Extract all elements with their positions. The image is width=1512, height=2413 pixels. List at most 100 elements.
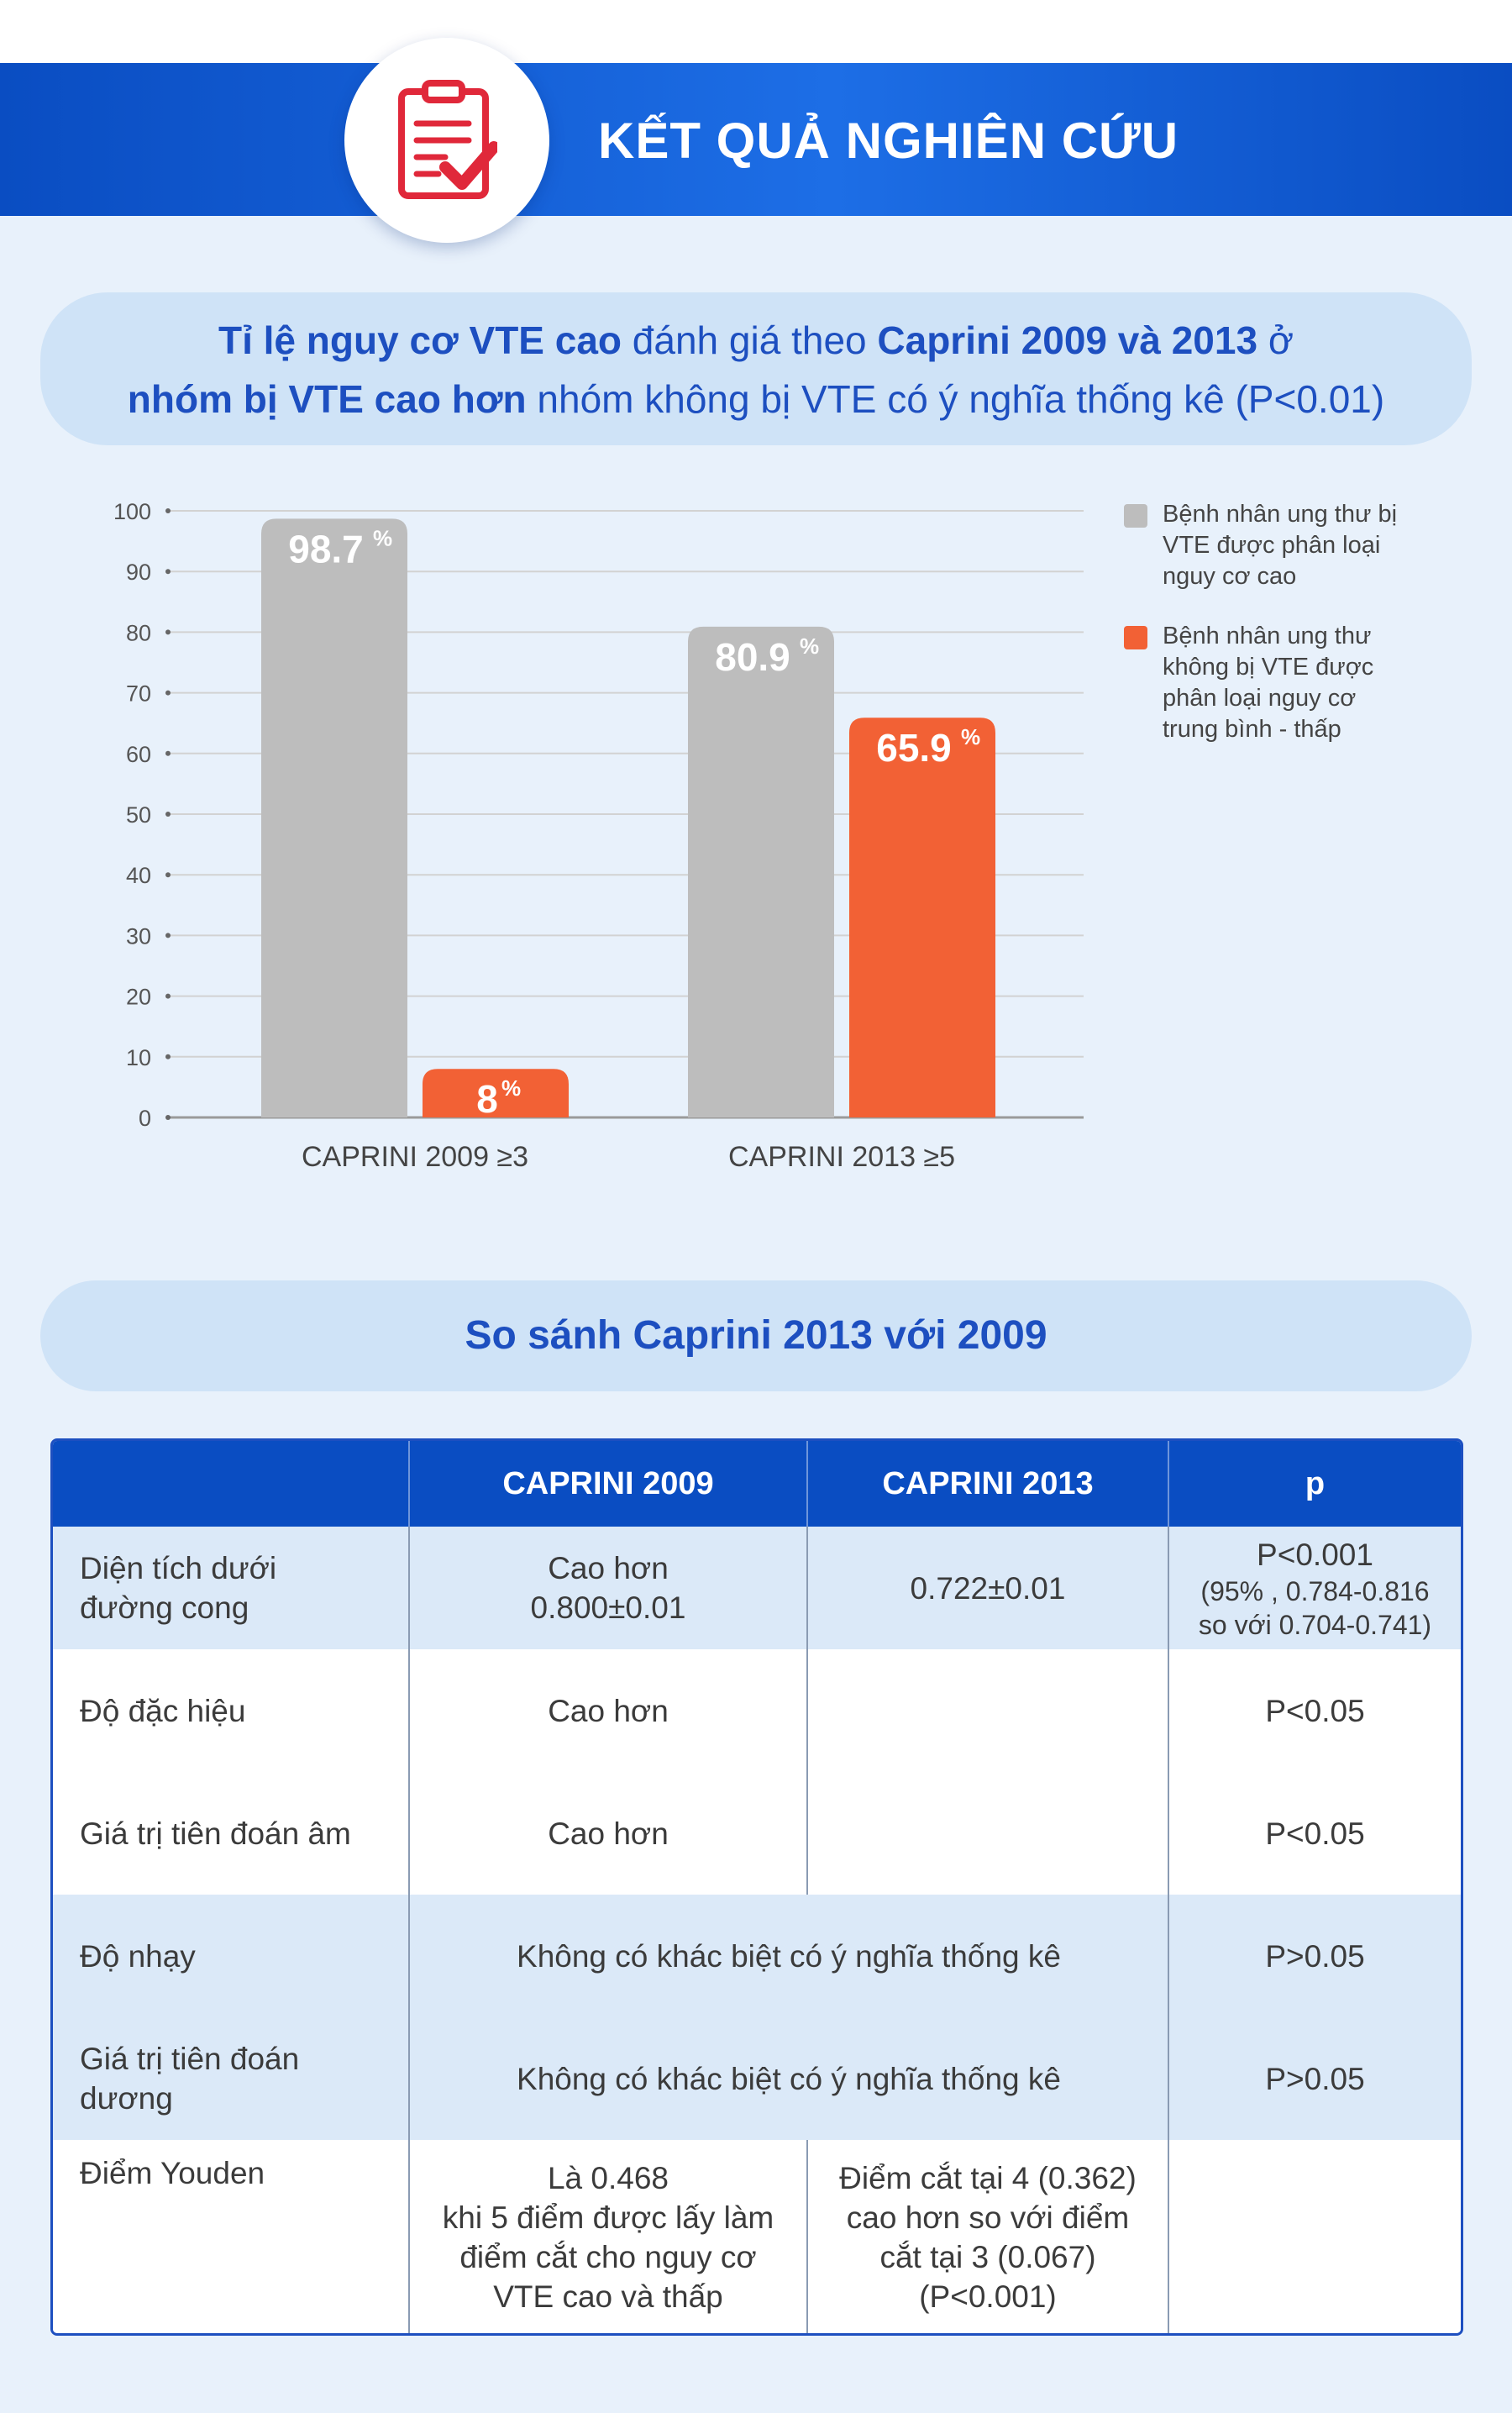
legend-swatch-gray <box>1124 504 1147 528</box>
y-tick-label: 60 <box>126 742 151 767</box>
headline-line-2: nhóm bị VTE cao hơn nhóm không bị VTE có… <box>40 370 1472 428</box>
cell-npv-2009: Cao hơn <box>408 1772 807 1895</box>
page-title: KẾT QUẢ NGHIÊN CỨU <box>598 113 1179 169</box>
y-tick-mark <box>165 1115 171 1120</box>
y-tick-mark <box>165 750 171 756</box>
headline-banner: Tỉ lệ nguy cơ VTE cao đánh giá theo Capr… <box>40 292 1472 445</box>
legend-label-line: Bệnh nhân ung thư bị <box>1163 501 1398 528</box>
cell-line: VTE cao và thấp <box>493 2279 723 2314</box>
cell-auc-2009: Cao hơn 0.800±0.01 <box>408 1527 807 1649</box>
headline-bold-caprini: Caprini 2009 và 2013 <box>877 318 1258 362</box>
table-row-ppv: Giá trị tiên đoán dương Không có khác bi… <box>53 2017 1461 2140</box>
y-tick-label: 20 <box>126 985 151 1010</box>
cell-line: Diện tích dưới <box>80 1551 277 1585</box>
y-tick-label: 0 <box>139 1106 151 1131</box>
cell-line: (95% , 0.784-0.816 <box>1200 1575 1430 1606</box>
cell-youden-p <box>1168 2140 1461 2333</box>
headline-text-rest: nhóm không bị VTE có ý nghĩa thống kê (P… <box>526 377 1385 421</box>
cell-specificity-2013 <box>806 1649 1168 1772</box>
cell-line: cao hơn so với điểm <box>846 2200 1130 2235</box>
y-tick-mark <box>165 690 171 696</box>
legend-label-line: Bệnh nhân ung thư <box>1163 623 1372 649</box>
header-caprini-2013: CAPRINI 2013 <box>806 1441 1168 1527</box>
legend-label-line: phân loại nguy cơ <box>1163 685 1357 712</box>
bar-value-label: 98.7 <box>288 527 364 570</box>
bar-value-label: 8 <box>476 1077 498 1121</box>
cell-line: cắt tại 3 (0.067) <box>879 2240 1096 2274</box>
header-banner <box>0 63 1512 216</box>
table-row-npv: Giá trị tiên đoán âm Cao hơn P<0.05 <box>53 1772 1461 1895</box>
y-tick-mark <box>165 872 171 878</box>
row-label-specificity: Độ đặc hiệu <box>53 1649 409 1772</box>
table-row-auc: Diện tích dưới đường cong Cao hơn 0.800±… <box>53 1527 1461 1649</box>
cell-line: dương <box>80 2081 173 2116</box>
y-tick-label: 30 <box>126 923 151 949</box>
table-row-sensitivity: Độ nhạy Không có khác biệt có ý nghĩa th… <box>53 1895 1461 2017</box>
x-category-label: CAPRINI 2013 ≥5 <box>728 1141 955 1173</box>
table-row-specificity: Độ đặc hiệu Cao hơn P<0.05 <box>53 1649 1461 1772</box>
cell-npv-2013 <box>806 1772 1168 1895</box>
bar-value-suffix: % <box>501 1075 521 1101</box>
bar-value-label: 80.9 <box>715 635 790 679</box>
cell-line: (P<0.001) <box>919 2279 1057 2314</box>
y-tick-label: 10 <box>126 1045 151 1070</box>
cell-sensitivity-p: P>0.05 <box>1168 1895 1461 2017</box>
bar-orange-0 <box>423 1069 569 1117</box>
cell-line: so với 0.704-0.741) <box>1198 1609 1432 1640</box>
cell-line: đường cong <box>80 1590 249 1625</box>
headline-text-mid: đánh giá theo <box>622 318 878 362</box>
row-label-npv: Giá trị tiên đoán âm <box>53 1772 409 1895</box>
headline-line-1: Tỉ lệ nguy cơ VTE cao đánh giá theo Capr… <box>40 311 1472 370</box>
cell-auc-p: P<0.001 (95% , 0.784-0.816 so với 0.704-… <box>1168 1527 1461 1649</box>
y-tick-mark <box>165 569 171 575</box>
bar-orange-1 <box>849 718 995 1117</box>
row-label-ppv: Giá trị tiên đoán dương <box>53 2017 409 2140</box>
legend-item-high-risk: Bệnh nhân ung thư bị VTE được phân loại … <box>1124 499 1477 592</box>
cell-sensitivity-merged: Không có khác biệt có ý nghĩa thống kê <box>408 1895 1168 2017</box>
cell-line: Giá trị tiên đoán <box>80 2042 300 2076</box>
bar-value-suffix: % <box>800 633 819 659</box>
y-tick-mark <box>165 629 171 635</box>
legend-label-line: trung bình - thấp <box>1163 716 1341 743</box>
y-tick-label: 70 <box>126 681 151 707</box>
cell-ppv-merged: Không có khác biệt có ý nghĩa thống kê <box>408 2017 1168 2140</box>
y-tick-mark <box>165 1054 171 1059</box>
table-row-youden: Điểm Youden Là 0.468 khi 5 điểm được lấy… <box>53 2140 1461 2333</box>
comparison-table: CAPRINI 2009 CAPRINI 2013 p Diện tích dư… <box>50 1438 1463 2336</box>
icon-badge <box>344 38 549 243</box>
cell-line: Điểm cắt tại 4 (0.362) <box>839 2161 1137 2195</box>
cell-npv-p: P<0.05 <box>1168 1772 1461 1895</box>
table-header-row: CAPRINI 2009 CAPRINI 2013 p <box>53 1441 1461 1527</box>
row-label-sensitivity: Độ nhạy <box>53 1895 409 2017</box>
cell-line: 0.800±0.01 <box>530 1590 686 1625</box>
y-tick-mark <box>165 933 171 938</box>
x-category-label: CAPRINI 2009 ≥3 <box>302 1141 528 1173</box>
legend-label-line: không bị VTE được <box>1163 654 1374 681</box>
row-label-auc: Diện tích dưới đường cong <box>53 1527 409 1649</box>
bar-gray-1 <box>688 626 834 1117</box>
chart-legend: Bệnh nhân ung thư bị VTE được phân loại … <box>1124 499 1477 774</box>
legend-label-line: VTE được phân loại <box>1163 532 1381 559</box>
cell-specificity-2009: Cao hơn <box>408 1649 807 1772</box>
y-tick-mark <box>165 508 171 513</box>
cell-specificity-p: P<0.05 <box>1168 1649 1461 1772</box>
legend-item-low-risk: Bệnh nhân ung thư không bị VTE được phân… <box>1124 621 1477 745</box>
y-tick-label: 80 <box>126 620 151 645</box>
y-tick-label: 100 <box>113 499 151 524</box>
cell-youden-2013: Điểm cắt tại 4 (0.362) cao hơn so với đi… <box>806 2140 1168 2333</box>
y-tick-label: 40 <box>126 863 151 888</box>
headline-bold-risk: Tỉ lệ nguy cơ VTE cao <box>218 318 622 362</box>
y-tick-mark <box>165 812 171 817</box>
header-caprini-2009: CAPRINI 2009 <box>408 1441 807 1527</box>
clipboard-check-icon <box>398 80 497 199</box>
legend-swatch-orange <box>1124 626 1147 649</box>
cell-line: Là 0.468 <box>547 2161 669 2195</box>
comparison-title: So sánh Caprini 2013 với 2009 <box>40 1280 1472 1391</box>
cell-line: Cao hơn <box>548 1551 669 1585</box>
cell-auc-2013: 0.722±0.01 <box>806 1527 1168 1649</box>
y-tick-mark <box>165 993 171 999</box>
y-tick-label: 90 <box>126 560 151 585</box>
headline-text-end: ở <box>1257 318 1294 362</box>
cell-ppv-p: P>0.05 <box>1168 2017 1461 2140</box>
legend-label-line: nguy cơ cao <box>1163 563 1297 590</box>
